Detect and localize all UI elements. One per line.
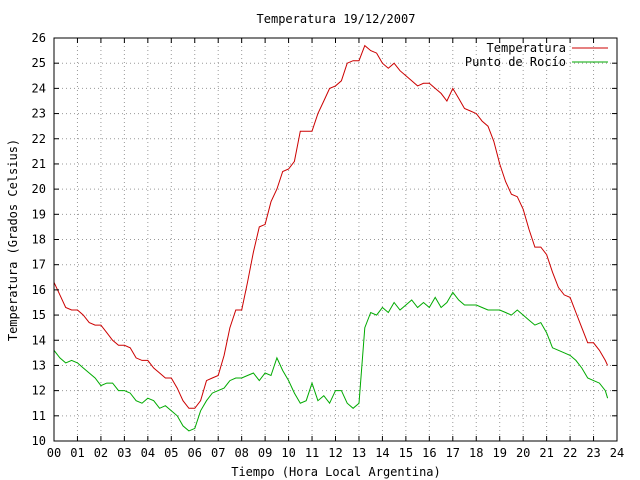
x-axis-label: Tiempo (Hora Local Argentina) [231, 465, 441, 479]
x-tick-label: 18 [469, 446, 483, 460]
x-tick-label: 24 [610, 446, 624, 460]
x-tick-label: 17 [446, 446, 460, 460]
x-tick-label: 05 [164, 446, 178, 460]
y-tick-label: 11 [32, 409, 46, 423]
y-tick-label: 16 [32, 283, 46, 297]
x-tick-label: 10 [281, 446, 295, 460]
x-tick-label: 14 [375, 446, 389, 460]
x-tick-label: 02 [94, 446, 108, 460]
y-tick-label: 21 [32, 157, 46, 171]
x-tick-label: 15 [399, 446, 413, 460]
y-tick-label: 25 [32, 56, 46, 70]
x-tick-label: 21 [539, 446, 553, 460]
y-tick-label: 22 [32, 132, 46, 146]
legend-label-temperatura: Temperatura [487, 41, 566, 55]
y-tick-label: 13 [32, 358, 46, 372]
x-tick-label: 19 [492, 446, 506, 460]
x-tick-label: 03 [117, 446, 131, 460]
x-tick-label: 07 [211, 446, 225, 460]
y-tick-label: 15 [32, 308, 46, 322]
y-tick-label: 10 [32, 434, 46, 448]
legend: Temperatura Punto de Rocío [465, 41, 608, 69]
x-tick-label: 22 [563, 446, 577, 460]
y-tick-label: 17 [32, 258, 46, 272]
x-tick-label: 01 [70, 446, 84, 460]
x-tick-label: 16 [422, 446, 436, 460]
x-tick-label: 06 [188, 446, 202, 460]
series-group [53, 44, 609, 432]
x-tick-label: 08 [234, 446, 248, 460]
x-tick-label: 00 [47, 446, 61, 460]
x-tick-label: 11 [305, 446, 319, 460]
y-tick-label: 26 [32, 31, 46, 45]
x-tick-label: 20 [516, 446, 530, 460]
y-tick-label: 23 [32, 107, 46, 121]
y-tick-label: 20 [32, 182, 46, 196]
chart-title: Temperatura 19/12/2007 [257, 12, 416, 26]
y-tick-label: 19 [32, 207, 46, 221]
x-tick-label: 23 [586, 446, 600, 460]
y-tick-label: 12 [32, 384, 46, 398]
series-line-punto-de-rocio [53, 291, 609, 432]
ticks: 00 01 02 03 04 05 06 07 08 09 10 11 12 13 14 15 16 17 18 19… [32, 31, 625, 460]
x-tick-label: 12 [328, 446, 342, 460]
y-tick-label: 14 [32, 333, 46, 347]
legend-label-punto-de-rocio: Punto de Rocío [465, 55, 566, 69]
x-tick-label: 09 [258, 446, 272, 460]
x-tick-label: 04 [141, 446, 155, 460]
y-tick-label: 18 [32, 233, 46, 247]
series-line-temperatura [53, 44, 609, 409]
x-tick-label: 13 [352, 446, 366, 460]
y-axis-label: Temperatura (Grados Celsius) [6, 139, 20, 341]
y-tick-label: 24 [32, 81, 46, 95]
